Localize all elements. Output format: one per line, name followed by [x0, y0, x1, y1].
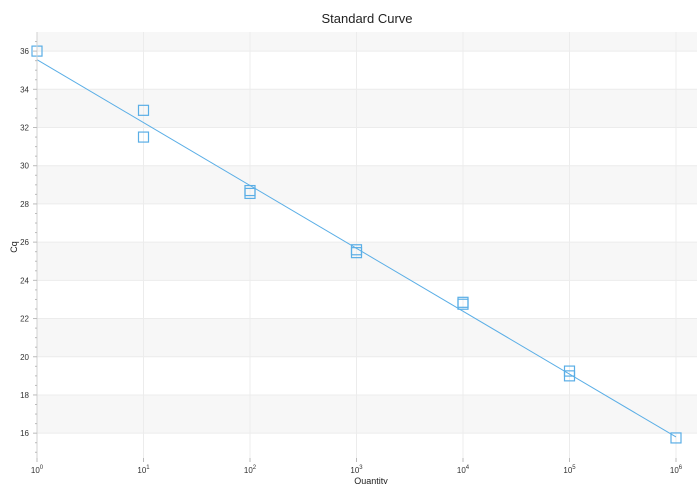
data-point: [457, 298, 469, 310]
plot-background-bands: [37, 32, 697, 434]
y-tick-label: 24: [20, 276, 29, 285]
y-tick-label: 22: [20, 315, 29, 324]
x-tick-label: 104: [457, 465, 470, 475]
grid-band: [37, 242, 697, 281]
grid-band: [37, 165, 697, 204]
y-tick-label: 16: [20, 429, 29, 438]
x-tick-label: 106: [670, 465, 683, 475]
y-axis-ticks: 16 18 20 22 24 26 28 30 32 34 36: [20, 32, 38, 458]
x-tick-label: 102: [244, 465, 257, 475]
fit-line: [36, 59, 677, 438]
y-tick-label: 28: [20, 200, 29, 209]
y-tick-label: 20: [20, 353, 29, 362]
y-tick-label: 32: [20, 124, 29, 133]
x-axis-ticks: 100 101 102 103 104 105 106: [31, 458, 683, 475]
data-point: [137, 104, 150, 116]
y-tick-label: 18: [20, 391, 29, 400]
y-tick-label: 36: [20, 47, 29, 56]
chart-title: Standard Curve: [321, 11, 413, 26]
y-tick-label: 30: [20, 162, 29, 171]
data-point: [563, 370, 576, 382]
y-tick-label: 26: [20, 238, 29, 247]
x-tick-label: 100: [31, 465, 44, 475]
data-point: [670, 432, 682, 444]
x-tick-label: 103: [350, 465, 363, 475]
data-point: [244, 187, 256, 200]
grid-band: [37, 32, 697, 52]
x-axis-label: Quantity: [354, 476, 388, 484]
grid-band: [37, 89, 697, 128]
y-tick-label: 34: [20, 85, 29, 94]
x-tick-label: 105: [563, 465, 576, 475]
x-tick-label: 101: [137, 465, 150, 475]
data-point: [350, 247, 363, 259]
data-point: [137, 131, 150, 143]
grid-band: [37, 318, 697, 357]
grid-band: [37, 394, 697, 434]
y-axis-label: Cq: [9, 241, 19, 253]
